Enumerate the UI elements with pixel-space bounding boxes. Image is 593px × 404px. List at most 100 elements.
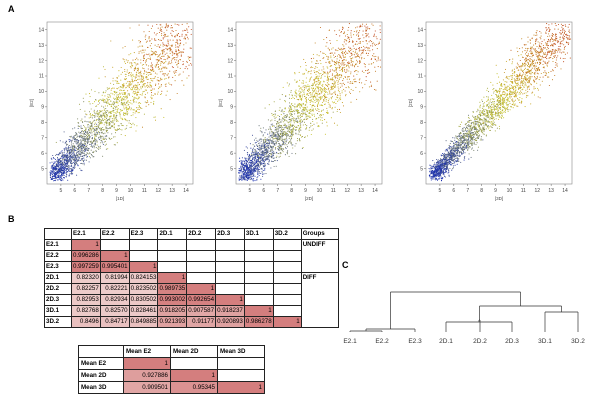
scatter-point (133, 68, 135, 70)
scatter-point (356, 69, 358, 72)
scatter-point (65, 164, 67, 166)
scatter-point (363, 71, 365, 74)
scatter-point (153, 88, 155, 90)
scatter-point (327, 88, 330, 90)
scatter-point (158, 88, 160, 90)
scatter-point (323, 93, 325, 95)
scatter-point (352, 57, 354, 59)
scatter-point (341, 75, 343, 77)
scatter-point (154, 116, 156, 118)
scatter-point (320, 75, 323, 77)
scatter-point (88, 131, 90, 133)
scatter-point (144, 62, 146, 64)
scatter-point (279, 149, 281, 151)
scatter-point (242, 166, 244, 168)
scatter-point (339, 54, 341, 56)
scatter-point (136, 87, 138, 89)
scatter-point (136, 69, 139, 72)
scatter-point (332, 84, 335, 86)
scatter-point (371, 58, 373, 60)
scatter-point (154, 119, 157, 121)
scatter-point (122, 125, 124, 127)
scatter-point (138, 72, 140, 74)
scatter-point (365, 79, 367, 82)
scatter-point (76, 139, 78, 141)
scatter-point (57, 175, 59, 177)
scatter-point (264, 143, 267, 145)
scatter-point (83, 133, 86, 135)
scatter-point (54, 176, 56, 178)
scatter-point (244, 171, 246, 174)
scatter-point (310, 87, 312, 89)
scatter-point (258, 161, 260, 163)
scatter-point (330, 52, 332, 54)
scatter-point (174, 70, 176, 72)
scatter-point (128, 108, 130, 110)
scatter-point (318, 93, 320, 95)
scatter-point (253, 139, 256, 141)
scatter-point (245, 170, 247, 172)
scatter-point (97, 115, 99, 117)
scatter-point (271, 141, 273, 143)
scatter-point (107, 95, 109, 97)
scatter-point (167, 25, 169, 27)
scatter-point (319, 86, 321, 88)
scatter-point (329, 65, 331, 68)
scatter-point (240, 165, 242, 167)
scatter-point (321, 109, 323, 111)
scatter-point (58, 169, 60, 171)
scatter-point (323, 99, 325, 101)
scatter-point (60, 160, 63, 162)
scatter-point (327, 83, 329, 85)
scatter-point (252, 148, 254, 150)
scatter-point (110, 106, 112, 108)
scatter-point (269, 133, 271, 135)
scatter-point (262, 154, 264, 156)
scatter-point (83, 162, 85, 164)
scatter-point (303, 112, 305, 115)
scatter-point (288, 124, 290, 126)
scatter-point (321, 101, 324, 103)
scatter-point (258, 166, 260, 168)
scatter-point (110, 103, 112, 105)
scatter-point (294, 105, 296, 108)
scatter-point (149, 45, 151, 47)
scatter-point (154, 54, 157, 56)
scatter-point (356, 61, 359, 63)
scatter-point (55, 141, 57, 143)
scatter-point (110, 40, 112, 42)
scatter-point (263, 152, 266, 154)
scatter-point (177, 53, 179, 55)
scatter-point (163, 62, 165, 64)
scatter-point (347, 52, 349, 54)
scatter-point (161, 67, 163, 69)
scatter-point (317, 103, 319, 105)
scatter-point (314, 77, 316, 79)
scatter-point (262, 127, 264, 129)
scatter-point (105, 148, 107, 150)
scatter-point (103, 101, 105, 103)
y-tick-label: 14 (38, 27, 44, 33)
scatter-point (158, 68, 160, 70)
scatter-point (281, 110, 283, 112)
scatter-point (96, 123, 98, 125)
scatter-point (118, 82, 120, 85)
scatter-point (276, 128, 278, 130)
scatter-point (322, 74, 324, 76)
scatter-point (374, 43, 376, 45)
scatter-point (292, 97, 294, 99)
scatter-point (102, 143, 104, 146)
scatter-point (88, 129, 90, 131)
scatter-point (129, 107, 131, 109)
scatter-point (324, 72, 326, 74)
scatter-point (125, 119, 127, 121)
scatter-point (254, 167, 256, 169)
scatter-point (257, 145, 259, 148)
scatter-point (339, 74, 341, 76)
scatter-point (284, 138, 286, 140)
scatter-point (55, 178, 57, 180)
scatter-point (255, 152, 257, 154)
scatter-point (171, 34, 173, 36)
scatter-point (151, 97, 153, 99)
scatter-point (129, 27, 131, 29)
